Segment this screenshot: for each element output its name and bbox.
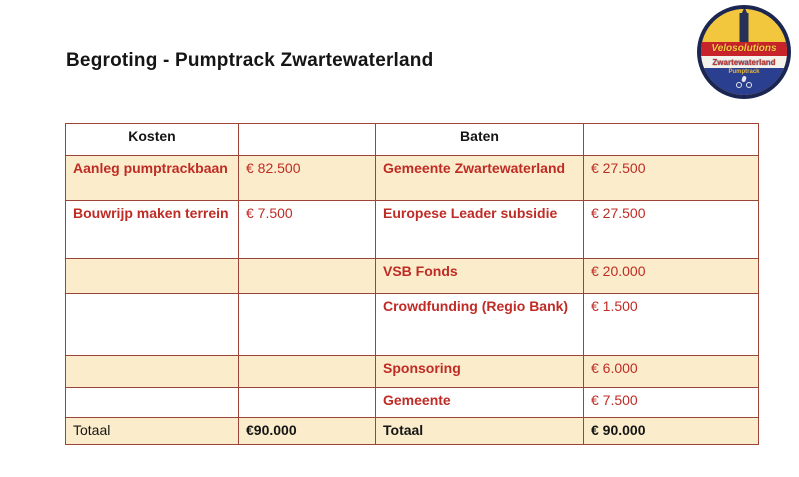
table-row: Sponsoring € 6.000 [65,355,759,388]
kosten-total-amount: €90.000 [238,417,376,445]
table-row: Bouwrijp maken terrein € 7.500 Europese … [65,200,759,259]
logo-region-text: Zwartewaterland [712,57,776,67]
baten-amount: € 6.000 [583,355,759,388]
kosten-amount [238,258,376,294]
church-tower-icon [739,9,749,45]
baten-item: Europese Leader subsidie [375,200,584,259]
baten-item: Crowdfunding (Regio Bank) [375,293,584,356]
logo-brand-band: Velosolutions [701,41,787,57]
kosten-item: Aanleg pumptrackbaan [65,155,239,201]
kosten-amount: € 82.500 [238,155,376,201]
table-row: VSB Fonds € 20.000 [65,258,759,294]
baten-item: Gemeente [375,387,584,418]
table-header-row: Kosten Baten [65,123,759,156]
logo-region-band: Zwartewaterland [701,56,787,69]
baten-amount: € 1.500 [583,293,759,356]
kosten-item [65,387,239,418]
table-row: Gemeente € 7.500 [65,387,759,418]
kosten-amount [238,293,376,356]
page-title: Begroting - Pumptrack Zwartewaterland [66,50,434,71]
baten-total-label: Totaal [375,417,584,445]
kosten-amount [238,355,376,388]
kosten-item [65,258,239,294]
budget-table: Kosten Baten Aanleg pumptrackbaan € 82.5… [65,123,759,445]
kosten-item: Bouwrijp maken terrein [65,200,239,259]
kosten-amount [238,387,376,418]
kosten-header: Kosten [65,123,239,156]
table-row: Crowdfunding (Regio Bank) € 1.500 [65,293,759,356]
table-total-row: Totaal €90.000 Totaal € 90.000 [65,417,759,445]
logo-sub-text: Pumptrack [728,69,760,76]
baten-item: VSB Fonds [375,258,584,294]
baten-item: Gemeente Zwartewaterland [375,155,584,201]
baten-amount: € 27.500 [583,155,759,201]
baten-amount: € 7.500 [583,387,759,418]
kosten-amount: € 7.500 [238,200,376,259]
baten-total-amount: € 90.000 [583,417,759,445]
cyclist-icon [734,75,754,89]
kosten-item [65,293,239,356]
baten-item: Sponsoring [375,355,584,388]
table-row: Aanleg pumptrackbaan € 82.500 Gemeente Z… [65,155,759,201]
logo-bottom-section: Pumptrack [701,68,787,95]
baten-header: Baten [375,123,584,156]
logo-badge: Velosolutions Zwartewaterland Pumptrack [701,9,787,95]
logo-brand-text: Velosolutions [711,43,777,55]
velosolutions-logo: Velosolutions Zwartewaterland Pumptrack [697,5,791,99]
kosten-amount-header [238,123,376,156]
kosten-item [65,355,239,388]
kosten-total-label: Totaal [65,417,239,445]
baten-amount: € 27.500 [583,200,759,259]
baten-amount: € 20.000 [583,258,759,294]
baten-amount-header [583,123,759,156]
